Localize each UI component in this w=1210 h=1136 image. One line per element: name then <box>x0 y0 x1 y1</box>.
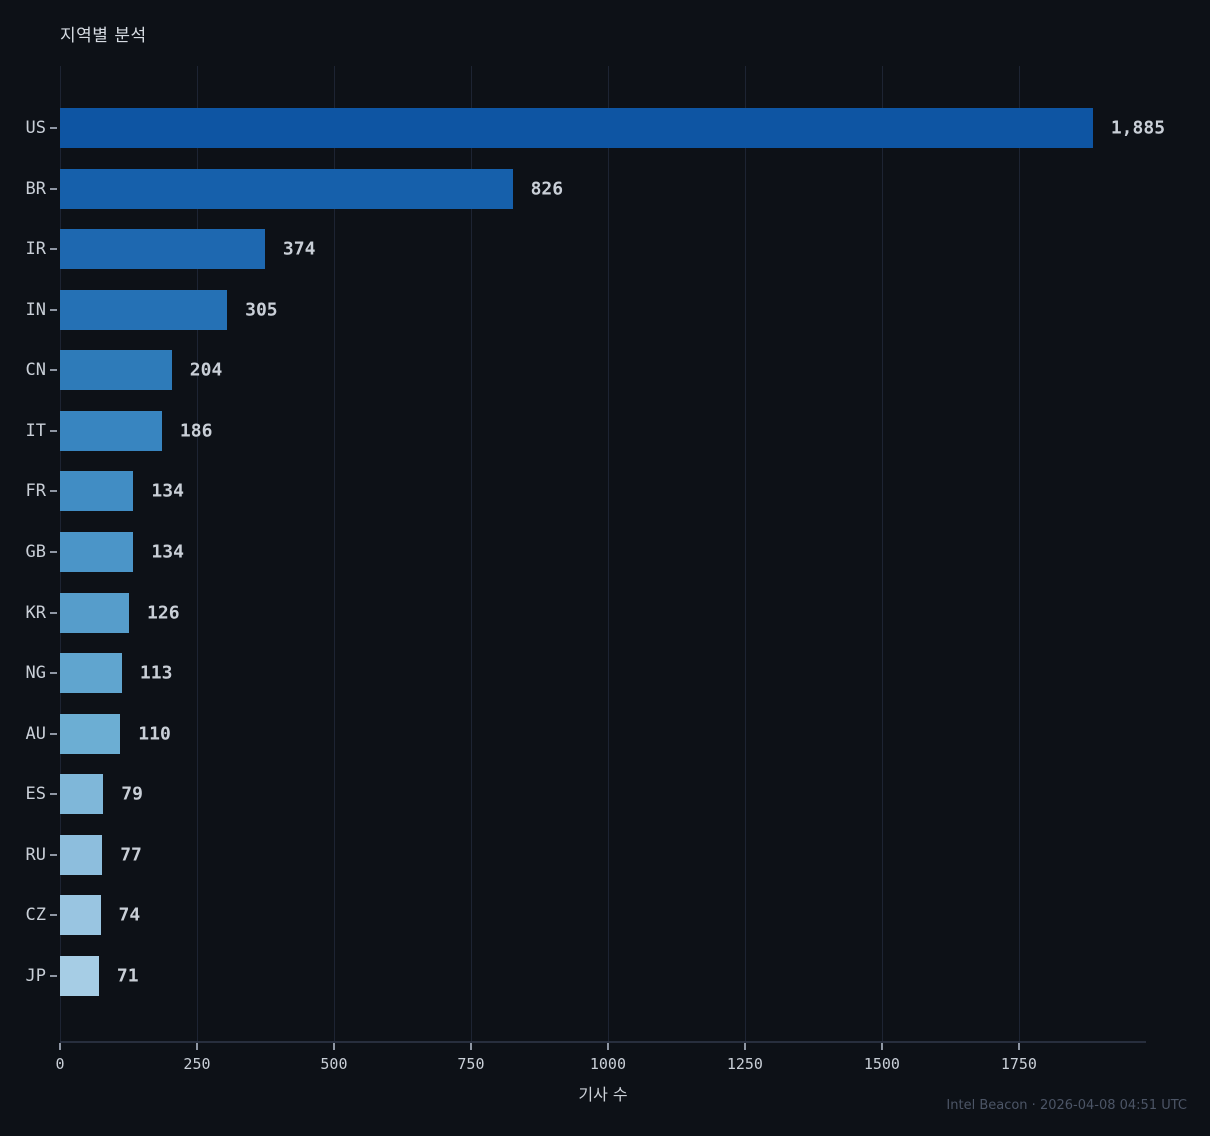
value-label-NG: 113 <box>139 662 173 684</box>
x-tick-label-250: 250 <box>183 1055 211 1073</box>
bar-KR <box>60 592 130 633</box>
bar-BR <box>60 168 513 209</box>
value-label-IR: 374 <box>282 238 316 260</box>
x-tick-mark-1000 <box>606 1043 609 1050</box>
category-label-KR: KR <box>25 602 46 623</box>
x-tick-label-1000: 1000 <box>589 1055 626 1073</box>
value-label-FR: 134 <box>151 480 184 502</box>
x-tick-label-750: 750 <box>457 1055 485 1073</box>
category-label-GB: GB <box>25 541 46 562</box>
category-label-AU: AU <box>25 723 46 744</box>
gridline-x-1000 <box>607 66 609 1042</box>
category-label-RU: RU <box>25 844 46 865</box>
y-tick-IR <box>50 248 57 251</box>
bar-FR <box>60 471 134 512</box>
x-tick-label-0: 0 <box>55 1055 65 1073</box>
y-tick-ES <box>50 793 57 796</box>
bar-US <box>60 108 1093 148</box>
category-label-ES: ES <box>25 784 46 805</box>
y-tick-AU <box>50 732 57 735</box>
bar-GB <box>60 531 134 572</box>
gridline-x-1250 <box>744 66 746 1042</box>
category-label-IT: IT <box>25 420 46 441</box>
plot-area: 1,885 826 374 305 204 186 134 134 126 113 110 79 77 7… <box>60 66 1165 1042</box>
x-tick-label-1250: 1250 <box>726 1055 763 1073</box>
x-tick-mark-1250 <box>743 1043 746 1050</box>
y-tick-NG <box>50 672 57 675</box>
value-label-US: 1,885 <box>1110 117 1166 139</box>
y-tick-CN <box>50 369 57 372</box>
x-tick-mark-1500 <box>880 1043 883 1050</box>
bar-ES <box>60 774 104 815</box>
bar-AU <box>60 713 121 754</box>
bar-IT <box>60 410 162 451</box>
gridline-x-250 <box>196 66 198 1042</box>
bar-CZ <box>60 895 101 936</box>
value-label-CZ: 74 <box>118 904 141 926</box>
y-tick-JP <box>50 974 57 977</box>
value-label-ES: 79 <box>121 783 143 805</box>
value-label-GB: 134 <box>151 541 184 563</box>
y-tick-RU <box>50 853 57 856</box>
value-label-CN: 204 <box>189 359 223 381</box>
bar-RU <box>60 834 103 875</box>
gridline-x-750 <box>470 66 472 1042</box>
gridline-x-500 <box>333 66 335 1042</box>
y-tick-BR <box>50 187 57 190</box>
x-tick-mark-500 <box>332 1043 335 1050</box>
x-tick-mark-250 <box>195 1043 198 1050</box>
x-tick-mark-0 <box>59 1043 61 1050</box>
value-label-IT: 186 <box>179 420 213 442</box>
category-label-IN: IN <box>25 299 46 320</box>
x-tick-label-1750: 1750 <box>1000 1055 1037 1073</box>
category-label-CN: CN <box>25 360 46 381</box>
gridline-x-1500 <box>881 66 883 1042</box>
x-axis-title: 기사 수 <box>578 1085 628 1104</box>
bar-CN <box>60 350 172 391</box>
bar-JP <box>60 955 99 996</box>
x-tick-label-1500: 1500 <box>863 1055 900 1073</box>
y-tick-KR <box>50 611 57 614</box>
x-tick-label-500: 500 <box>320 1055 348 1073</box>
category-label-BR: BR <box>25 178 46 199</box>
y-tick-IT <box>50 429 57 432</box>
y-tick-FR <box>50 490 57 493</box>
y-tick-IN <box>50 308 57 311</box>
y-tick-GB <box>50 550 57 553</box>
x-tick-mark-1750 <box>1017 1043 1020 1050</box>
value-label-IN: 305 <box>245 299 278 321</box>
value-label-AU: 110 <box>138 723 171 745</box>
y-tick-CZ <box>50 914 57 917</box>
footer-attribution: Intel Beacon · 2026-04-08 04:51 UTC <box>946 1098 1187 1113</box>
category-label-NG: NG <box>25 663 46 684</box>
gridline-x-1750 <box>1018 66 1020 1042</box>
value-label-KR: 126 <box>147 602 180 624</box>
value-label-RU: 77 <box>120 844 142 866</box>
category-label-CZ: CZ <box>25 905 46 926</box>
category-label-IR: IR <box>25 239 46 260</box>
bar-NG <box>60 653 122 694</box>
x-tick-mark-750 <box>469 1043 472 1050</box>
value-label-BR: 826 <box>530 178 564 200</box>
chart-title: 지역별 분석 <box>60 26 147 46</box>
category-label-FR: FR <box>25 481 46 502</box>
bar-IR <box>60 229 265 270</box>
category-label-US: US <box>25 118 46 138</box>
y-tick-US <box>50 127 57 129</box>
x-axis-line <box>60 1041 1146 1043</box>
category-label-JP: JP <box>25 965 46 986</box>
bar-IN <box>60 289 228 330</box>
value-label-JP: 71 <box>116 965 139 987</box>
